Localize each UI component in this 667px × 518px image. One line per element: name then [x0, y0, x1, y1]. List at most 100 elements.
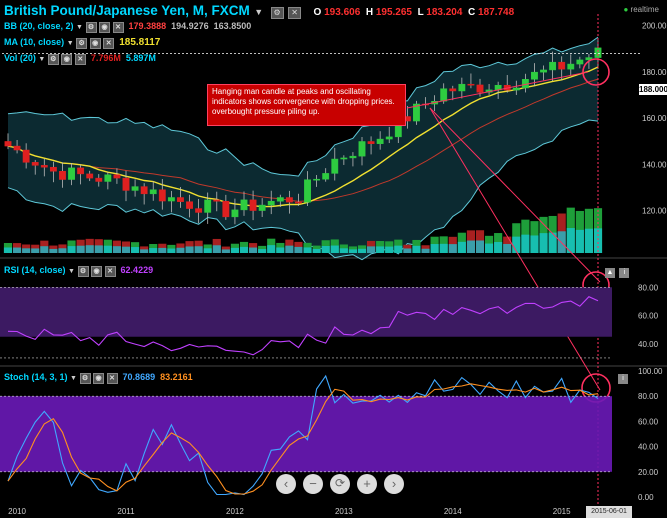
- candle-body: [13, 145, 21, 151]
- eye-icon[interactable]: ◉: [61, 54, 73, 65]
- rsi-line: [7, 296, 599, 356]
- rsi-tick-label: 60.00: [638, 312, 659, 321]
- candle-body: [276, 197, 284, 202]
- volume-avg-bar: [584, 228, 594, 253]
- eye-icon[interactable]: ◉: [91, 266, 103, 277]
- reset-button[interactable]: ⟳: [330, 474, 350, 494]
- volume-avg-bar: [285, 245, 294, 253]
- volume-avg-bar: [303, 247, 312, 253]
- volume-avg-bar: [294, 246, 303, 253]
- settings-gear-icon[interactable]: ⚙: [270, 7, 284, 19]
- volume-avg-bar: [321, 245, 330, 253]
- rsi-legend: RSI (14, close) ▼ ⚙ ◉ ✕ 62.4229: [4, 265, 154, 277]
- date-badge: 2015-06-01: [586, 506, 632, 518]
- candle-body: [59, 171, 66, 180]
- bb-legend: BB (20, close, 2) ▼ ⚙ ◉ ✕ 179.3888 194.9…: [4, 21, 252, 33]
- stoch-tick-label: 60.00: [638, 417, 659, 426]
- volume-avg-bar: [593, 228, 603, 253]
- candle-body: [167, 197, 175, 202]
- volume-avg-bar: [3, 247, 13, 253]
- candle-body: [549, 61, 557, 71]
- stoch-d-line: [7, 383, 599, 495]
- settings-gear-icon[interactable]: ⚙: [76, 38, 88, 49]
- volume-avg-bar: [176, 247, 185, 253]
- candle-body: [213, 199, 221, 202]
- close-icon[interactable]: ✕: [74, 54, 86, 65]
- volume-avg-bar: [521, 234, 530, 253]
- candle-body: [267, 200, 275, 206]
- candle-body: [531, 71, 538, 80]
- volume-avg-bar: [430, 244, 439, 253]
- volume-avg-bar: [512, 236, 521, 253]
- volume-avg-bar: [376, 246, 385, 253]
- price-tick-label: 200.00: [642, 22, 667, 31]
- volume-avg-bar: [121, 246, 131, 253]
- candle-body: [4, 141, 12, 147]
- stoch-tick-label: 20.00: [638, 468, 659, 477]
- time-tick-label: 2010: [8, 507, 26, 516]
- volume-avg-bar: [31, 248, 40, 253]
- realtime-indicator: ● realtime: [623, 5, 659, 14]
- info-icon[interactable]: i: [619, 268, 630, 278]
- candle-body: [31, 162, 39, 166]
- move-up-icon[interactable]: ▲: [605, 268, 615, 278]
- volume-avg-bar: [457, 241, 466, 253]
- vol-legend: Vol (20) ▼ ⚙ ◉ ✕ 7.796M 5.897M: [4, 53, 156, 65]
- candle-body: [567, 63, 575, 70]
- close-icon[interactable]: ✕: [288, 7, 302, 19]
- eye-icon[interactable]: ◉: [89, 38, 101, 49]
- candle-body: [49, 166, 57, 172]
- settings-gear-icon[interactable]: ⚙: [85, 22, 97, 33]
- stoch-tick-label: 40.00: [638, 443, 659, 452]
- scroll-right-button[interactable]: ›: [384, 474, 404, 494]
- info-icon[interactable]: i: [618, 374, 628, 384]
- zoom-in-button[interactable]: +: [357, 474, 377, 494]
- rsi-pane: 40.00 60.00 80.00: [0, 283, 659, 359]
- chart-title: British Pound/Japanese Yen, M, FXCM: [4, 3, 250, 18]
- volume-avg-bar: [221, 249, 230, 253]
- candle-body: [249, 199, 257, 211]
- volume-avg-bar: [194, 246, 203, 253]
- close-icon[interactable]: ✕: [106, 373, 118, 384]
- stoch-pane-controls: i: [618, 367, 628, 385]
- bb-lower-line: [7, 119, 599, 261]
- volume-avg-bar: [167, 248, 176, 253]
- volume-avg-bar: [103, 245, 112, 253]
- ohlc-readout: O 193.606 H 195.265 L 183.204 C 187.748: [313, 7, 515, 18]
- eye-icon[interactable]: ◉: [99, 22, 111, 33]
- candle-body: [22, 149, 30, 163]
- close-icon[interactable]: ✕: [112, 22, 124, 33]
- stoch-tick-label: 0.00: [638, 493, 654, 502]
- candle-body: [558, 61, 566, 70]
- zoom-out-button[interactable]: −: [303, 474, 323, 494]
- candle-body: [313, 178, 321, 181]
- volume-avg-bar: [403, 248, 412, 253]
- close-icon[interactable]: ✕: [104, 266, 116, 277]
- volume-avg-bar: [267, 245, 276, 253]
- candle-body: [458, 83, 466, 92]
- eye-icon[interactable]: ◉: [93, 373, 105, 384]
- volume-avg-bar: [475, 240, 485, 253]
- settings-gear-icon[interactable]: ⚙: [77, 266, 89, 277]
- volume-avg-bar: [22, 248, 31, 253]
- settings-gear-icon[interactable]: ⚙: [79, 373, 91, 384]
- candle-body: [594, 47, 602, 58]
- candle-body: [476, 84, 484, 93]
- highlight-circle: [582, 58, 610, 86]
- annotation-arrow: [429, 107, 601, 391]
- chevron-down-icon[interactable]: ▼: [254, 7, 264, 17]
- candle-body: [512, 87, 520, 91]
- bb-upper-line: [7, 36, 599, 177]
- candle-body: [322, 173, 330, 180]
- stoch-tick-label: 100.00: [638, 367, 663, 376]
- candle-body: [367, 141, 375, 144]
- scroll-left-button[interactable]: ‹: [276, 474, 296, 494]
- settings-gear-icon[interactable]: ⚙: [47, 54, 59, 65]
- candle-body: [449, 88, 457, 92]
- volume-avg-bar: [494, 242, 503, 253]
- candle-body: [222, 201, 230, 218]
- close-icon[interactable]: ✕: [103, 38, 115, 49]
- volume-avg-bar: [76, 245, 85, 253]
- volume-avg-bar: [466, 240, 476, 253]
